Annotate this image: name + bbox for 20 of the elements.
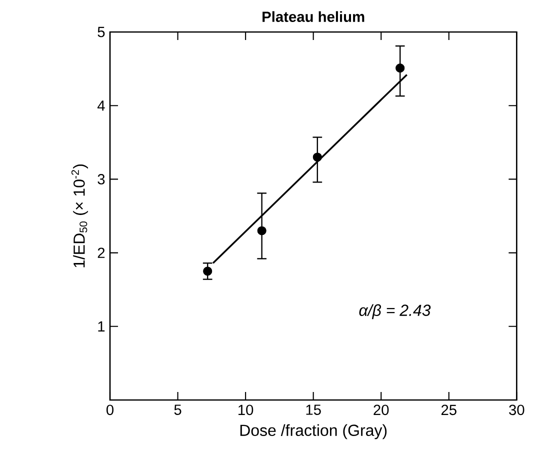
y-tick-label: 4 bbox=[97, 100, 105, 111]
chart-title: Plateau helium bbox=[262, 11, 364, 22]
y-axis-title: 1/ED$_{50}$ (× 10$^{-2}$) bbox=[71, 164, 88, 268]
x-axis-title: Dose /fraction (Gray) bbox=[240, 424, 387, 440]
x-tick-label: 0 bbox=[106, 404, 114, 416]
point bbox=[396, 64, 405, 73]
y-tick-label: 3 bbox=[98, 174, 105, 184]
point bbox=[312, 152, 322, 162]
x-tick-label: 10 bbox=[238, 404, 254, 416]
x-tick-label: 20 bbox=[374, 404, 389, 416]
x-tick-label: 25 bbox=[441, 404, 456, 416]
point bbox=[257, 226, 266, 236]
y-tick-label: 5 bbox=[98, 26, 105, 38]
annotation: α/β = 2.43 bbox=[359, 304, 431, 320]
y-tick-label: 1 bbox=[98, 321, 105, 332]
y-tick-label: 2 bbox=[98, 248, 105, 258]
point bbox=[203, 266, 212, 276]
x-tick-label: 30 bbox=[509, 404, 524, 416]
x-tick-label: 15 bbox=[306, 404, 321, 415]
x-tick-label: 5 bbox=[174, 404, 182, 415]
